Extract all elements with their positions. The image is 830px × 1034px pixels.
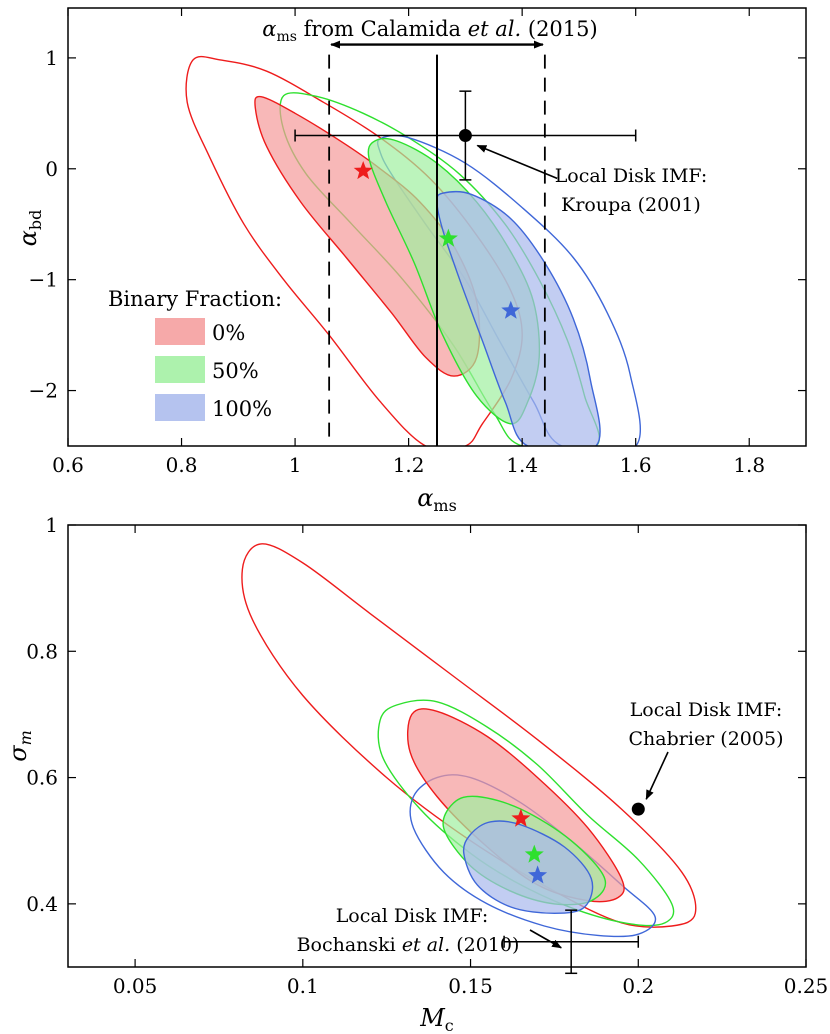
top-contours	[185, 55, 641, 446]
bottom-xtick-label: 0.2	[622, 974, 654, 998]
bottom-xtick-label: 0.15	[448, 974, 493, 998]
chabrier-label-line2: Chabrier (2005)	[629, 728, 784, 750]
chabrier-point	[631, 802, 645, 816]
top-axis-ticks: 0.6 0.8 1 1.2 1.4 1.6 1.8 1 0 −1 −2	[29, 8, 806, 477]
top-xlabel: αms	[417, 484, 457, 515]
bottom-ytick-label: 0.8	[26, 639, 58, 663]
range-arrow-label: αms from Calamida et al. (2015)	[262, 17, 597, 45]
top-best-fit-star-0%	[353, 161, 373, 180]
top-ylabel: αbd	[14, 210, 45, 247]
top-xtick-label: 0.8	[166, 453, 198, 477]
chabrier-arrow	[645, 751, 669, 801]
kroupa-label-line2: Kroupa (2001)	[561, 194, 701, 216]
top-ytick-label: 1	[45, 46, 58, 70]
kroupa-label-line1: Local Disk IMF:	[555, 165, 708, 187]
top-xtick-label: 0.6	[52, 453, 84, 477]
top-lines	[328, 54, 546, 446]
bottom-best-fit-star-0%	[511, 808, 531, 827]
top-best-fit-star-100%	[501, 300, 521, 319]
legend-label-0%: 0%	[212, 321, 245, 345]
chabrier-label-line1: Local Disk IMF:	[630, 699, 783, 721]
bottom-best-fit-star-100%	[528, 865, 548, 884]
bottom-xtick-label: 0.1	[287, 974, 319, 998]
top-ytick-label: −2	[29, 379, 58, 403]
legend-swatch-100%	[155, 394, 205, 421]
bottom-outer-contour-0%	[241, 543, 697, 928]
bottom-xtick-label: 0.05	[113, 974, 158, 998]
top-xtick-label: 1.2	[393, 453, 425, 477]
bottom-best-fit-star-50%	[524, 844, 544, 863]
kroupa-arrow	[476, 144, 558, 180]
top-panel: Local Disk IMF: Kroupa (2001) αms from Ca…	[14, 7, 807, 515]
top-best-fit-star-50%	[438, 228, 458, 247]
top-range-arrow: αms from Calamida et al. (2015)	[262, 17, 598, 49]
legend-title: Binary Fraction:	[108, 287, 282, 311]
kroupa-point	[458, 129, 472, 143]
bochanski-label-line2: Bochanski et al. (2010)	[297, 934, 520, 956]
top-best-fit-stars	[353, 161, 521, 319]
top-xtick-label: 1	[289, 453, 302, 477]
bottom-ytick-label: 1	[45, 513, 58, 537]
legend-swatch-50%	[155, 356, 205, 383]
legend-swatch-0%	[155, 318, 205, 345]
top-plot-frame	[67, 7, 807, 447]
bottom-contours	[241, 543, 697, 938]
bottom-xtick-label: 0.25	[784, 974, 829, 998]
bottom-panel: Local Disk IMF: Chabrier (2005) Local Disk…	[4, 513, 828, 1034]
bottom-xlabel: Mc	[419, 1004, 454, 1034]
top-xtick-label: 1.6	[620, 453, 652, 477]
bottom-ylabel: σm	[4, 730, 35, 762]
top-reference: Local Disk IMF: Kroupa (2001)	[294, 90, 708, 216]
bochanski-arrow	[529, 929, 563, 949]
bottom-inner-contour-100%	[462, 820, 594, 915]
top-ytick-label: 0	[45, 157, 58, 181]
top-legend: Binary Fraction: 0% 50% 100%	[108, 287, 282, 421]
top-xtick-label: 1.4	[506, 453, 538, 477]
bottom-reference: Local Disk IMF: Chabrier (2005) Local Disk…	[297, 699, 784, 975]
legend-label-100%: 100%	[212, 397, 272, 421]
legend-label-50%: 50%	[212, 359, 259, 383]
bottom-ytick-label: 0.4	[26, 892, 58, 916]
top-xtick-label: 1.8	[733, 453, 765, 477]
top-ytick-label: −1	[29, 268, 58, 292]
bottom-ytick-label: 0.6	[26, 766, 58, 790]
bottom-best-fit-stars	[511, 808, 548, 884]
bottom-plot-frame	[67, 524, 807, 968]
bottom-axis-ticks: 0.05 0.1 0.15 0.2 0.25 1 0.8 0.6 0.4	[26, 513, 828, 998]
bochanski-label-line1: Local Disk IMF:	[336, 905, 489, 927]
